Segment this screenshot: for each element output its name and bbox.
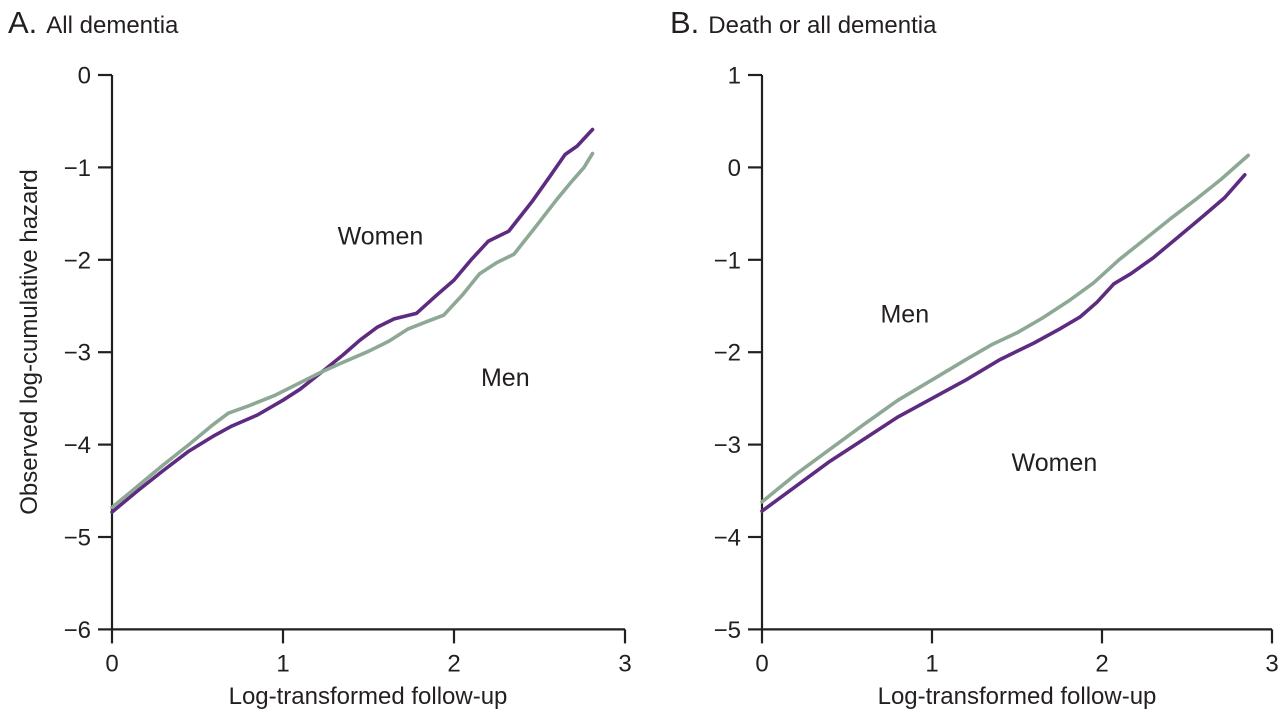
- panel-a-x-axis-label: Log-transformed follow-up: [228, 683, 508, 710]
- panel-a-line-women: [110, 127, 595, 514]
- panel-b-y-tick-label: −5: [714, 617, 741, 644]
- panel-b-y-tick-label: −3: [714, 432, 741, 459]
- panel-a-label-men: Men: [481, 364, 530, 392]
- panel-b-label-men: Men: [880, 300, 929, 328]
- panel-a-y-tick-label: −2: [64, 247, 91, 274]
- y-axis-label: Observed log-cumulative hazard: [16, 169, 43, 515]
- panel-a-x-tick-label: 3: [618, 650, 631, 677]
- panel-a-y-tick-label: −1: [64, 155, 91, 182]
- panel-a-y-tick-label: 0: [78, 63, 91, 90]
- panel-b-y-tick-label: 0: [728, 155, 741, 182]
- panel-a-title-text: All dementia: [46, 12, 179, 39]
- panel-b-title-prefix: B.: [670, 5, 700, 40]
- panel-b-label-women: Women: [1012, 449, 1098, 477]
- panel-b-y-tick-label: −1: [714, 247, 741, 274]
- panel-a-y-tick-label: −5: [64, 525, 91, 552]
- panel-a-title-prefix: A.: [8, 5, 38, 40]
- panel-b-x-axis-label: Log-transformed follow-up: [877, 683, 1157, 710]
- panel-b-x-tick-label: 1: [925, 650, 938, 677]
- panel-b-line-men: [760, 153, 1250, 504]
- panel-a-title: A. All dementia: [8, 5, 179, 40]
- panel-b-line-women: [760, 173, 1247, 513]
- panel-b-title: B. Death or all dementia: [670, 5, 937, 40]
- panel-a-x-tick-label: 1: [276, 650, 289, 677]
- panel-b-y-tick-label: −2: [714, 340, 741, 367]
- panel-b-x-tick-label: 3: [1265, 650, 1278, 677]
- panel-b-y-tick-label: −4: [714, 525, 741, 552]
- panel-b-x-tick-label: 2: [1095, 650, 1108, 677]
- panel-b-x-tick-label: 0: [755, 650, 768, 677]
- panel-a-y-tick-label: −3: [64, 340, 91, 367]
- panel-b-y-tick-label: 1: [728, 63, 741, 90]
- panel-a-y-tick-label: −4: [64, 432, 91, 459]
- panel-b-title-text: Death or all dementia: [708, 12, 937, 39]
- panel-a-label-women: Women: [338, 223, 424, 251]
- panel-a-x-tick-label: 2: [447, 650, 460, 677]
- panel-a-x-tick-label: 0: [105, 650, 118, 677]
- panel-a-y-tick-label: −6: [64, 617, 91, 644]
- panel-a-line-men: [110, 151, 595, 510]
